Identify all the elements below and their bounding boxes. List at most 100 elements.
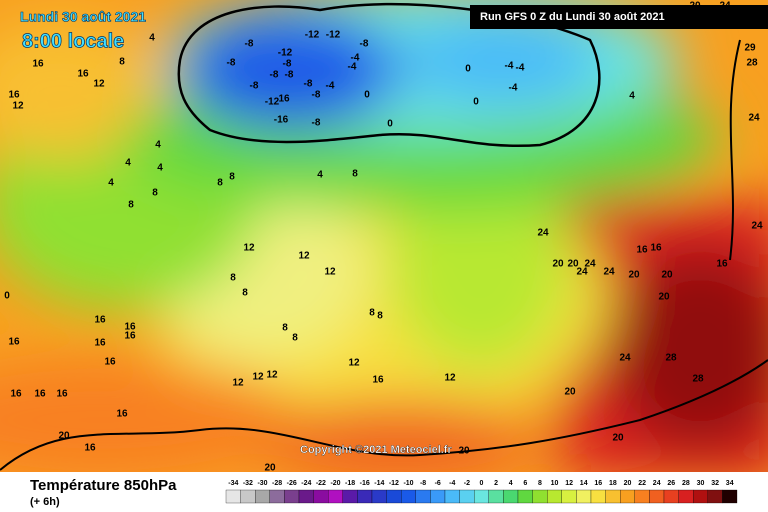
legend-label: 14 <box>580 480 588 487</box>
contour-label: 8 <box>128 200 134 211</box>
legend-swatch <box>328 489 343 504</box>
legend-label: 0 <box>480 480 484 487</box>
contour-label: 16 <box>278 94 290 105</box>
contour-label: 8 <box>242 288 248 299</box>
legend-swatch <box>401 489 416 504</box>
legend-swatch <box>459 489 475 504</box>
legend-label: 18 <box>609 480 617 487</box>
contour-label: 24 <box>584 259 596 270</box>
contour-label: -8 <box>227 58 236 69</box>
contour-line <box>729 39 741 261</box>
contour-label: 0 <box>364 90 370 101</box>
contour-label: 16 <box>32 59 44 70</box>
legend-swatch <box>620 489 635 504</box>
contour-label: 8 <box>377 311 383 322</box>
contour-label: 28 <box>746 58 758 69</box>
contour-label: 8 <box>217 178 223 189</box>
legend-swatch <box>371 489 387 504</box>
legend-label: 10 <box>551 480 559 487</box>
legend-label: -2 <box>464 480 470 487</box>
legend-swatch <box>663 489 679 504</box>
contour-label: 24 <box>619 353 631 364</box>
contour-label: -8 <box>245 39 254 50</box>
legend-label: 2 <box>494 480 498 487</box>
legend-swatch <box>693 489 708 504</box>
legend-label: -32 <box>243 480 253 487</box>
legend-label: 24 <box>653 480 661 487</box>
legend-swatch <box>678 489 694 504</box>
legend-label: 4 <box>509 480 513 487</box>
legend-swatch <box>342 489 358 504</box>
legend-label: 6 <box>523 480 527 487</box>
contour-label: 8 <box>352 169 358 180</box>
contour-label: 28 <box>692 374 704 385</box>
contour-label: 20 <box>658 292 670 303</box>
contour-label: -8 <box>360 39 369 50</box>
legend-label: -28 <box>272 480 282 487</box>
contour-label: 20 <box>612 433 624 444</box>
legend-label: -22 <box>316 480 326 487</box>
contour-label: 16 <box>34 389 46 400</box>
legend-swatch <box>517 489 533 504</box>
contour-label: -4 <box>326 81 335 92</box>
contour-label: -8 <box>312 118 321 129</box>
legend-swatch <box>590 489 606 504</box>
contour-label: 20 <box>567 259 579 270</box>
legend-label: -14 <box>374 480 384 487</box>
run-info: Run GFS 0 Z du Lundi 30 août 2021 <box>480 11 665 23</box>
contour-label: -4 <box>348 62 357 73</box>
contour-label: 4 <box>629 91 635 102</box>
copyright: Copyright ©2021 Meteociel.fr <box>300 444 452 456</box>
legend-swatch <box>225 489 241 504</box>
contour-label: 16 <box>94 315 106 326</box>
legend-swatch <box>532 489 548 504</box>
legend-label: 26 <box>667 480 675 487</box>
contour-label: -16 <box>274 115 289 126</box>
temperature-field <box>0 0 768 480</box>
contour-label: 20 <box>628 270 640 281</box>
contour-label: 12 <box>324 267 336 278</box>
contour-label: 16 <box>8 90 20 101</box>
contour-label: -12 <box>278 48 293 59</box>
contour-label: 12 <box>93 79 105 90</box>
contour-label: 16 <box>104 357 116 368</box>
legend-swatch <box>488 489 504 504</box>
contour-label: 0 <box>473 97 479 108</box>
legend-label: -18 <box>345 480 355 487</box>
contour-label: 16 <box>77 69 89 80</box>
contour-label: -12 <box>265 97 280 108</box>
contour-label: -4 <box>516 63 525 74</box>
contour-label: 12 <box>243 243 255 254</box>
legend-swatch <box>605 489 621 504</box>
legend-swatch <box>284 489 300 504</box>
legend-swatch <box>430 489 446 504</box>
contour-label: 0 <box>4 291 10 302</box>
contour-label: 28 <box>665 353 677 364</box>
contour-labels: -8-12 -12-8-12 -4-8 -8 -4-8 -8-8 -4-8-12 16 -8-1… <box>4 1 763 474</box>
contour-label: 8 <box>369 308 375 319</box>
contour-label: -8 <box>283 59 292 70</box>
legend-label: -16 <box>360 480 370 487</box>
legend-label: 32 <box>711 480 719 487</box>
contour-label: 24 <box>576 267 588 278</box>
contour-line <box>177 2 601 147</box>
contour-label: 16 <box>8 337 20 348</box>
contour-label: 12 <box>444 373 456 384</box>
contour-label: 8 <box>229 172 235 183</box>
contour-label: 20 <box>58 431 70 442</box>
legend-swatch <box>298 489 314 504</box>
contour-label: 16 <box>10 389 22 400</box>
legend-label: -6 <box>435 480 441 487</box>
legend-swatch <box>240 489 256 504</box>
contour-label: 16 <box>124 331 136 342</box>
legend-swatch <box>415 489 431 504</box>
legend-swatch <box>444 489 460 504</box>
footer-lead: (+ 6h) <box>30 496 60 508</box>
footer-title: Température 850hPa <box>30 477 177 494</box>
legend-label: -10 <box>403 480 413 487</box>
legend-label: 16 <box>594 480 602 487</box>
legend-label: -30 <box>257 480 267 487</box>
contour-label: 16 <box>56 389 68 400</box>
legend-label: 30 <box>697 480 705 487</box>
